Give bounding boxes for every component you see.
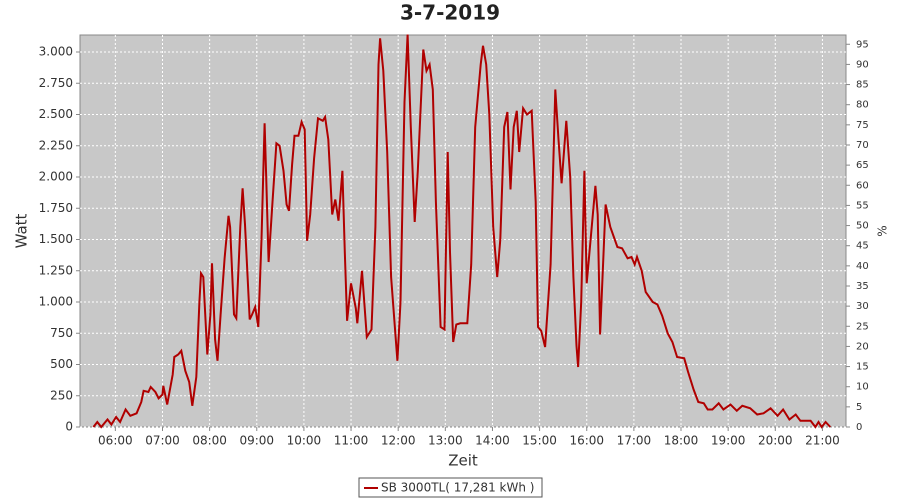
y-tick-label: 250 [50,388,73,402]
x-tick-label: 10:00 [287,434,322,448]
y2-tick-label: 45 [856,241,869,252]
y2-tick-label: 70 [856,140,869,151]
x-tick-label: 18:00 [664,434,699,448]
x-tick-label: 20:00 [758,434,793,448]
y2-tick-label: 50 [856,221,869,232]
y2-tick-label: 20 [856,341,869,352]
x-tick-label: 16:00 [569,434,604,448]
x-tick-label: 15:00 [522,434,557,448]
y-tick-label: 750 [50,326,73,340]
y2-tick-label: 85 [856,80,869,91]
y2-tick-label: 30 [856,301,869,312]
chart-title: 3-7-2019 [400,1,500,25]
y2-tick-label: 75 [856,120,869,131]
x-axis-label: Zeit [448,452,478,470]
y-tick-label: 1.500 [39,232,73,246]
y-tick-label: 2.250 [39,138,73,152]
x-tick-label: 09:00 [239,434,274,448]
x-tick-label: 11:00 [334,434,369,448]
y2-tick-label: 90 [856,59,869,70]
y2-tick-label: 40 [856,261,869,272]
y-tick-label: 1.000 [39,295,73,309]
y-tick-label: 2.750 [39,76,73,90]
data-line [92,34,832,429]
y2-tick-label: 5 [856,402,862,413]
y2-tick-label: 10 [856,382,869,393]
y2-tick-label: 35 [856,281,869,292]
y2-tick-label: 55 [856,200,869,211]
y-tick-label: 3.000 [39,45,73,59]
y-tick-label: 2.000 [39,170,73,184]
x-tick-label: 14:00 [475,434,510,448]
y2-tick-label: 25 [856,321,869,332]
y2-tick-label: 0 [856,422,862,433]
y2-tick-label: 65 [856,160,869,171]
y2-tick-label: 15 [856,362,869,373]
x-tick-label: 21:00 [805,434,840,448]
y-tick-label: 2.500 [39,107,73,121]
legend-label: SB 3000TL( 17,281 kWh ) [381,481,534,495]
y2-tick-label: 60 [856,180,869,191]
plot-area [79,34,847,428]
x-tick-label: 17:00 [617,434,652,448]
y-tick-label: 500 [50,357,73,371]
y2-tick-label: 80 [856,100,869,111]
y-tick-label: 1.250 [39,263,73,277]
y2-axis-label: % [876,225,890,236]
x-tick-label: 07:00 [145,434,180,448]
x-tick-label: 06:00 [98,434,133,448]
y-tick-label: 1.750 [39,201,73,215]
x-tick-label: 19:00 [711,434,746,448]
x-tick-label: 08:00 [192,434,227,448]
legend-box [358,477,543,498]
x-tick-label: 13:00 [428,434,463,448]
y-tick-label: 0 [65,420,73,434]
x-tick-label: 12:00 [381,434,416,448]
y2-tick-label: 95 [856,39,869,50]
y-axis-label: Watt [13,213,31,248]
